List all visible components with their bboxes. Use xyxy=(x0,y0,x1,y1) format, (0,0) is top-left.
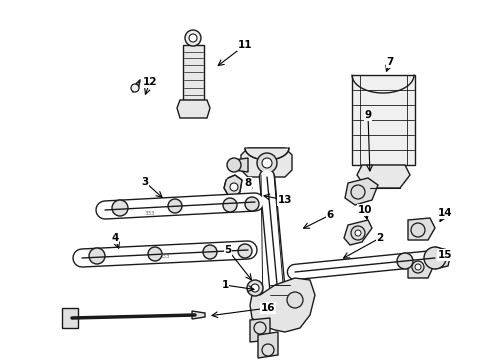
Polygon shape xyxy=(245,148,289,160)
Polygon shape xyxy=(357,165,410,188)
Circle shape xyxy=(257,153,277,173)
Text: 16: 16 xyxy=(261,303,275,313)
Polygon shape xyxy=(192,311,205,319)
Text: 333: 333 xyxy=(160,254,170,259)
Text: 4: 4 xyxy=(111,233,119,243)
Circle shape xyxy=(168,199,182,213)
Circle shape xyxy=(424,247,446,269)
Text: 8: 8 xyxy=(245,178,252,188)
Circle shape xyxy=(415,264,421,270)
Polygon shape xyxy=(183,45,204,100)
Text: 7: 7 xyxy=(386,57,393,67)
Circle shape xyxy=(131,84,139,92)
Polygon shape xyxy=(344,220,372,245)
Polygon shape xyxy=(250,318,270,342)
Circle shape xyxy=(247,280,263,296)
Circle shape xyxy=(351,185,365,199)
Circle shape xyxy=(254,322,266,334)
Polygon shape xyxy=(258,332,278,358)
Circle shape xyxy=(185,30,201,46)
Circle shape xyxy=(238,244,252,258)
Circle shape xyxy=(245,197,259,211)
Text: 6: 6 xyxy=(326,210,334,220)
Circle shape xyxy=(112,200,128,216)
Text: 9: 9 xyxy=(365,110,371,120)
Text: 1: 1 xyxy=(221,280,229,290)
Polygon shape xyxy=(345,178,378,205)
Polygon shape xyxy=(408,255,434,278)
Text: 2: 2 xyxy=(376,233,384,243)
Circle shape xyxy=(412,261,424,273)
Circle shape xyxy=(203,245,217,259)
Circle shape xyxy=(262,344,274,356)
Text: 13: 13 xyxy=(278,195,292,205)
Circle shape xyxy=(230,183,238,191)
Text: 3: 3 xyxy=(142,177,148,187)
Polygon shape xyxy=(241,148,292,177)
Circle shape xyxy=(189,34,197,42)
Text: 5: 5 xyxy=(224,245,232,255)
Polygon shape xyxy=(177,100,210,118)
Text: 15: 15 xyxy=(438,250,452,260)
Circle shape xyxy=(89,248,105,264)
Circle shape xyxy=(227,158,241,172)
Circle shape xyxy=(251,284,259,292)
Circle shape xyxy=(287,292,303,308)
Polygon shape xyxy=(224,175,242,198)
Polygon shape xyxy=(352,75,415,165)
Circle shape xyxy=(397,253,413,269)
Text: 333: 333 xyxy=(145,211,155,216)
Polygon shape xyxy=(62,308,78,328)
Text: 11: 11 xyxy=(238,40,252,50)
Polygon shape xyxy=(435,247,450,269)
Text: 12: 12 xyxy=(143,77,157,87)
Polygon shape xyxy=(408,218,435,240)
Circle shape xyxy=(411,223,425,237)
Circle shape xyxy=(355,230,361,236)
Text: 14: 14 xyxy=(438,208,452,218)
Circle shape xyxy=(223,198,237,212)
Circle shape xyxy=(148,247,162,261)
Circle shape xyxy=(262,158,272,168)
Circle shape xyxy=(351,226,365,240)
Text: 10: 10 xyxy=(358,205,372,215)
Polygon shape xyxy=(250,278,315,332)
Polygon shape xyxy=(234,158,248,172)
